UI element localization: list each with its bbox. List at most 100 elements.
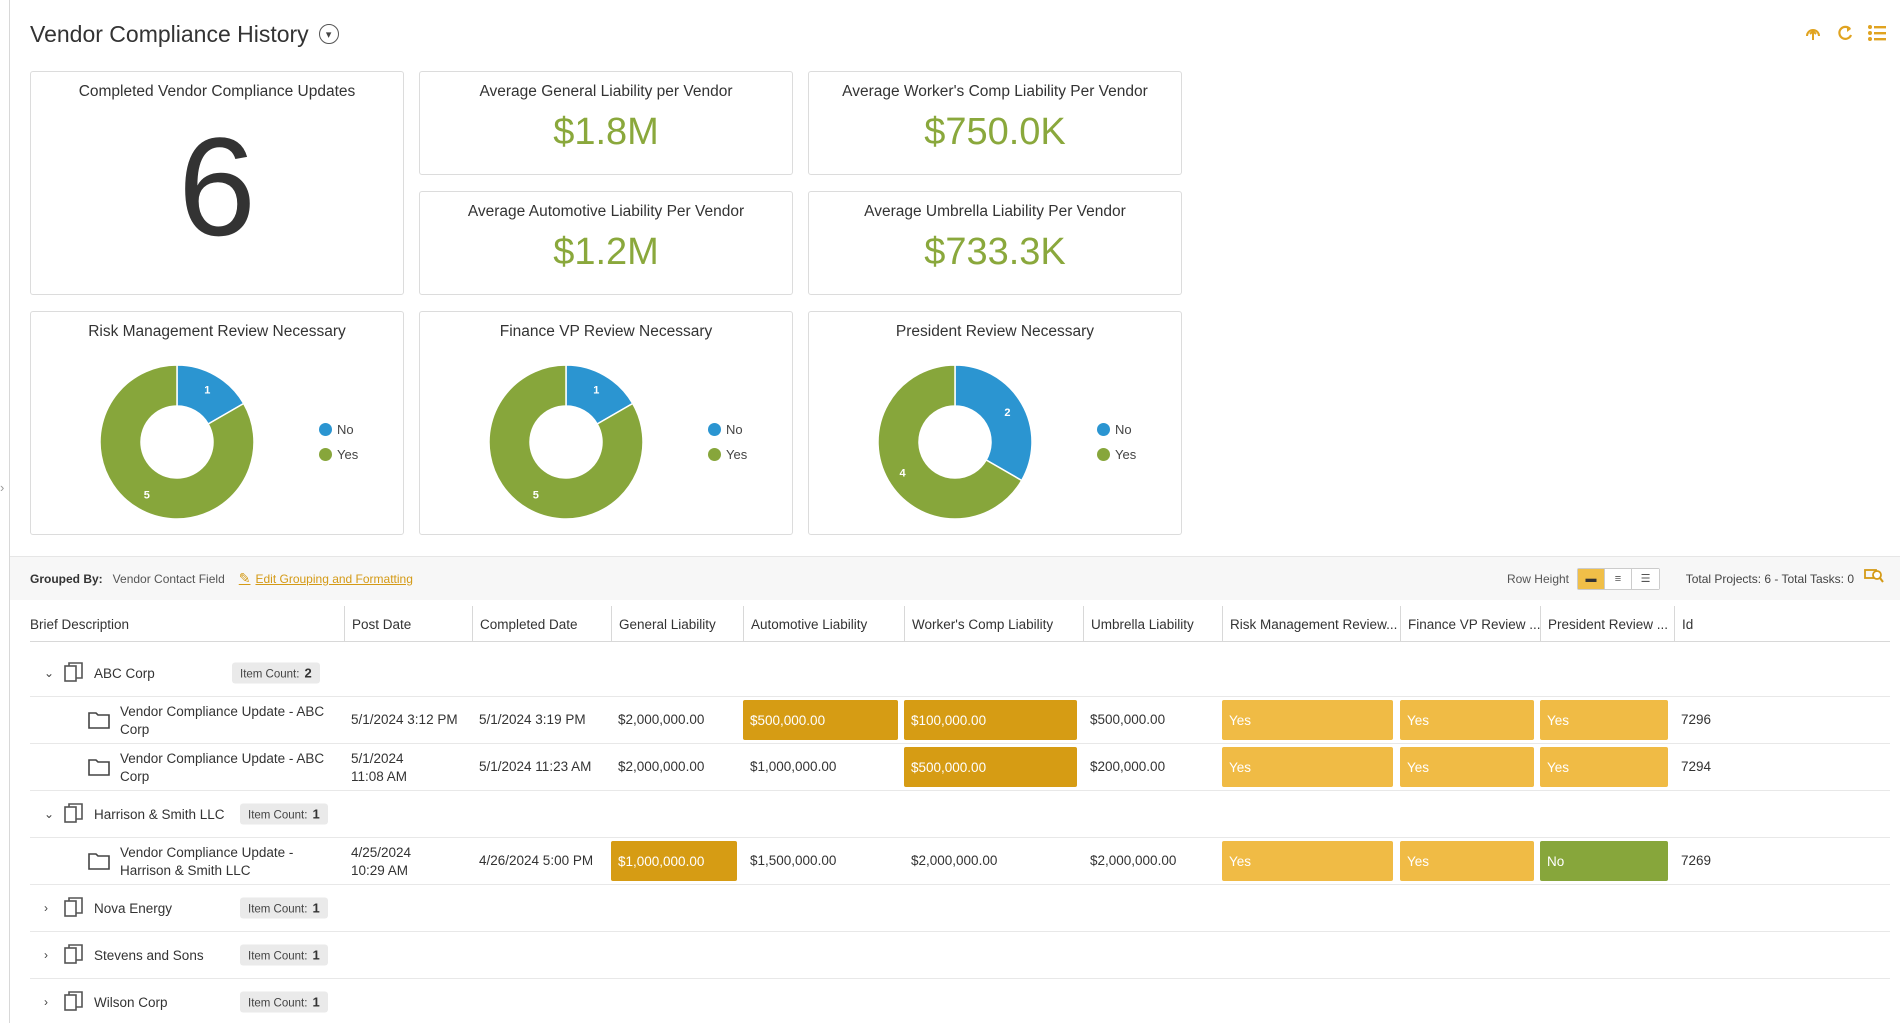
workers-comp-card[interactable]: Average Worker's Comp Liability Per Vend…	[808, 71, 1182, 175]
description-line: Harrison & Smith LLC	[120, 862, 251, 878]
item-count-badge: Item Count: 1	[240, 944, 328, 966]
automotive-liability-card[interactable]: Average Automotive Liability Per Vendor …	[419, 191, 793, 295]
group-name: ABC Corp	[94, 665, 155, 681]
search-icon[interactable]	[1864, 567, 1884, 590]
page-title: Vendor Compliance History	[30, 20, 309, 47]
grouped-by-label: Grouped By:	[30, 571, 103, 586]
card-title: Average Worker's Comp Liability Per Vend…	[842, 83, 1148, 100]
table-row[interactable]: Vendor Compliance Update - Harrison & Smi…	[30, 838, 1890, 885]
grouping-bar: Grouped By: Vendor Contact Field ✎ Edit …	[10, 556, 1900, 600]
upload-icon[interactable]	[1802, 22, 1824, 44]
brief-description[interactable]: Vendor Compliance Update - Harrison & Smi…	[120, 838, 293, 884]
group-row[interactable]: ⌄ ABC Corp Item Count: 2	[30, 650, 1890, 697]
folder-icon	[88, 744, 110, 790]
slice-value-label: 4	[900, 467, 907, 479]
chart-legend: No Yes	[1097, 422, 1136, 472]
chevron-down-icon[interactable]: ⌄	[44, 807, 55, 821]
column-umbrella-liability[interactable]: Umbrella Liability	[1083, 606, 1222, 642]
legend-swatch	[708, 448, 721, 461]
legend-item-no[interactable]: No	[1097, 422, 1136, 437]
description-line: Corp	[120, 768, 150, 784]
pencil-icon: ✎	[238, 570, 251, 586]
slice-value-label: 5	[144, 489, 150, 501]
legend-swatch	[708, 423, 721, 436]
copy-icon	[64, 650, 84, 696]
chevron-right-icon[interactable]: ›	[44, 948, 48, 962]
column-risk-management-review[interactable]: Risk Management Review...	[1222, 606, 1400, 642]
legend-item-yes[interactable]: Yes	[1097, 447, 1136, 462]
column-post-date[interactable]: Post Date	[344, 606, 472, 642]
chevron-right-icon[interactable]: ›	[0, 480, 5, 495]
president-review-cell: Yes	[1540, 747, 1668, 787]
slice-value-label: 1	[204, 385, 210, 397]
row-height-small-button[interactable]: ☰	[1632, 568, 1659, 589]
brief-description[interactable]: Vendor Compliance Update - ABC Corp	[120, 697, 324, 743]
workers-comp-liability-cell: $2,000,000.00	[911, 853, 998, 869]
group-row[interactable]: › Stevens and Sons Item Count: 1	[30, 932, 1890, 979]
chevron-down-icon[interactable]: ⌄	[44, 666, 55, 680]
column-general-liability[interactable]: General Liability	[611, 606, 743, 642]
donut-slice-yes[interactable]	[877, 364, 1023, 520]
description-line: Corp	[120, 721, 150, 737]
column-automotive-liability[interactable]: Automotive Liability	[743, 606, 904, 642]
brief-description[interactable]: Vendor Compliance Update - ABC Corp	[120, 744, 324, 790]
table-row[interactable]: Vendor Compliance Update - ABC Corp 5/1/20…	[30, 697, 1890, 744]
item-count-label: Item Count:	[248, 809, 308, 822]
legend-item-no[interactable]: No	[708, 422, 747, 437]
donut-slice-no[interactable]	[954, 364, 1033, 482]
post-time-line: 10:29 AM	[351, 862, 409, 878]
title-dropdown-button[interactable]: ▾	[318, 24, 339, 44]
column-id[interactable]: Id	[1674, 606, 1890, 642]
chevron-right-icon[interactable]: ›	[44, 901, 48, 915]
column-completed-date[interactable]: Completed Date	[472, 606, 611, 642]
group-row[interactable]: › Nova Energy Item Count: 1	[30, 885, 1890, 932]
completed-count: 6	[178, 108, 256, 265]
left-rail[interactable]: ›	[0, 0, 10, 1023]
chart-title: Risk Management Review Necessary	[88, 323, 346, 340]
group-row[interactable]: ⌄ Harrison & Smith LLC Item Count: 1	[30, 791, 1890, 838]
legend-item-yes[interactable]: Yes	[708, 447, 747, 462]
column-president-review[interactable]: President Review ...	[1540, 606, 1674, 642]
refresh-icon[interactable]	[1834, 22, 1856, 44]
column-finance-vp-review[interactable]: Finance VP Review ...	[1400, 606, 1540, 642]
row-height-medium-button[interactable]: ≡	[1605, 568, 1632, 589]
item-count-label: Item Count:	[248, 903, 308, 916]
item-count-badge: Item Count: 2	[232, 662, 320, 684]
list-menu-icon[interactable]	[1866, 22, 1888, 44]
general-liability-card[interactable]: Average General Liability per Vendor $1.…	[419, 71, 793, 175]
group-row[interactable]: › Wilson Corp Item Count: 1	[30, 979, 1890, 1023]
donut-slice-yes[interactable]	[99, 364, 255, 520]
donut-slice-yes[interactable]	[488, 364, 644, 520]
legend-label: No	[726, 422, 743, 437]
row-height-label: Row Height	[1506, 571, 1569, 586]
column-brief-description[interactable]: Brief Description	[30, 616, 130, 632]
description-line: Vendor Compliance Update -	[120, 845, 294, 860]
table-row[interactable]: Vendor Compliance Update - ABC Corp 5/1/20…	[30, 744, 1890, 791]
totals-text: Total Projects: 6 - Total Tasks: 0	[1685, 571, 1854, 586]
legend-swatch	[319, 448, 332, 461]
risk-management-review-cell: Yes	[1222, 700, 1393, 740]
item-count-value: 1	[312, 900, 320, 916]
column-workers-comp-liability[interactable]: Worker's Comp Liability	[904, 606, 1083, 642]
group-name: Harrison & Smith LLC	[94, 806, 225, 822]
legend-item-no[interactable]: No	[319, 422, 358, 437]
risk-management-review-cell: Yes	[1222, 747, 1393, 787]
completed-date: 5/1/2024 11:23 AM	[479, 759, 592, 775]
chevron-right-icon[interactable]: ›	[44, 995, 48, 1009]
card-title: Average Umbrella Liability Per Vendor	[864, 203, 1126, 220]
umbrella-liability-card[interactable]: Average Umbrella Liability Per Vendor $7…	[808, 191, 1182, 295]
legend-item-yes[interactable]: Yes	[319, 447, 358, 462]
row-height-large-button[interactable]: ▬	[1578, 568, 1605, 589]
completed-updates-card[interactable]: Completed Vendor Compliance Updates 6	[30, 71, 404, 295]
edit-grouping-link[interactable]: ✎ Edit Grouping and Formatting	[239, 570, 413, 587]
risk-management-review-cell: Yes	[1222, 841, 1393, 881]
chart-legend: No Yes	[708, 422, 747, 472]
slice-value-label: 5	[533, 489, 539, 501]
edit-grouping-label: Edit Grouping and Formatting	[255, 571, 413, 586]
